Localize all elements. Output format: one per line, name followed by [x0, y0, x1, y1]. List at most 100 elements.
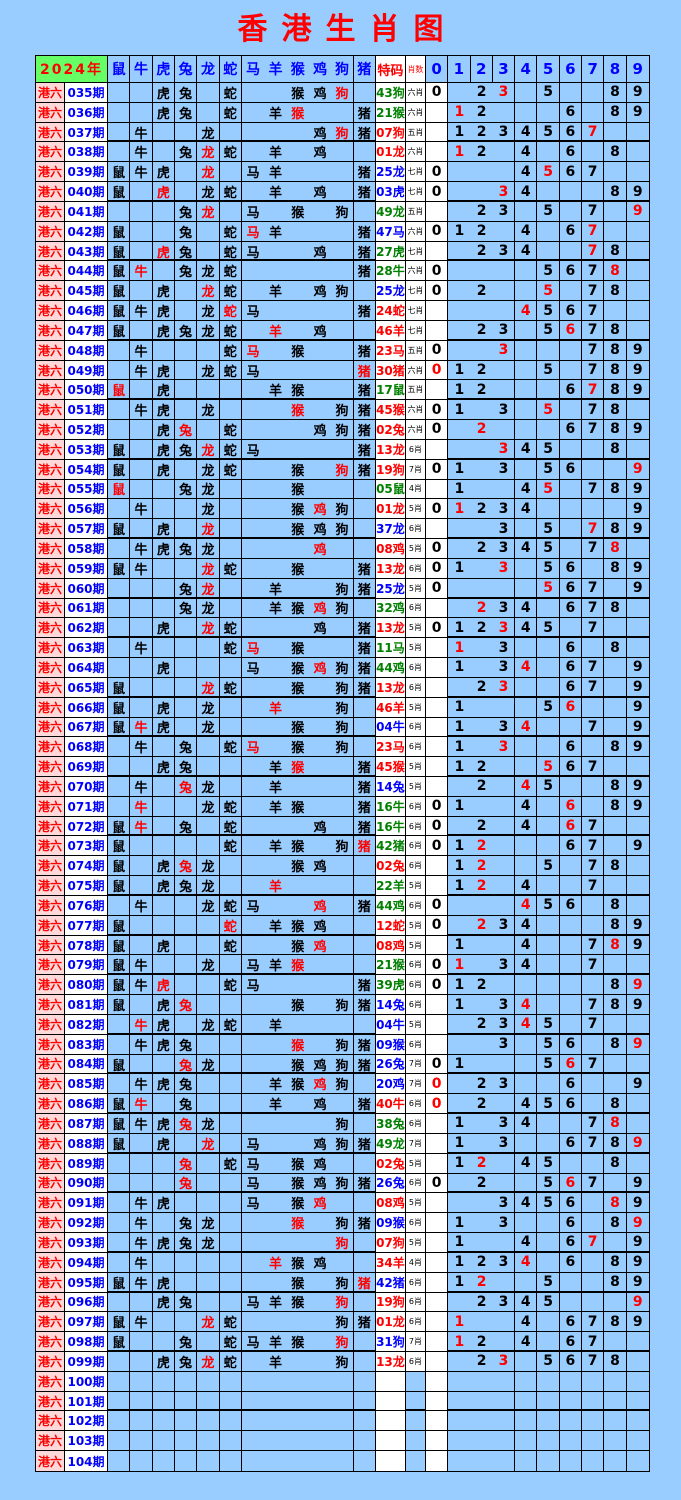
zodiac-cell-龙: [197, 995, 220, 1014]
zodiac-cell-猴: 猴: [291, 463, 305, 479]
digit-cell-8: 8: [604, 1312, 627, 1332]
digit-cell-9: 9: [632, 659, 643, 676]
zodiac-cell-牛: [130, 1054, 153, 1074]
digit-cell-7: [582, 796, 605, 816]
zodiac-count: 6肖: [405, 1094, 426, 1114]
zodiac-cell-虎: 虎: [153, 995, 175, 1014]
digit-cell-6: 6: [560, 1233, 583, 1252]
zodiac-cell-兔: 兔: [175, 201, 198, 221]
zodiac-cell-兔: [175, 281, 198, 301]
zodiac-cell-虎: 虎: [153, 658, 175, 677]
zodiac-cell-鼠: [108, 578, 131, 598]
digit-cell-9: 9: [632, 461, 643, 478]
digit-cell-4: [515, 1074, 538, 1094]
digit-cell-0: 0: [425, 816, 449, 836]
zodiac-cell-猴: [287, 1114, 309, 1133]
digit-cell-6: [560, 83, 583, 102]
zodiac-cell-猪: 猪: [354, 162, 376, 182]
digit-cell-1: 1: [454, 362, 465, 378]
digit-cell-3: [493, 221, 516, 241]
zodiac-cell-兔: 兔: [175, 995, 198, 1014]
zodiac-cell-狗: [331, 241, 354, 261]
zodiac-cell-鼠: 鼠: [108, 221, 131, 241]
digit-cell-6: 6: [560, 558, 583, 578]
digit-cell-1: 1: [454, 956, 465, 973]
zodiac-cell-蛇: 蛇: [220, 360, 242, 380]
zodiac-cell-马: [242, 1114, 264, 1133]
zodiac-cell-狗: [331, 955, 354, 975]
zodiac-cell-蛇: [220, 995, 242, 1014]
zodiac-cell-鼠: [108, 420, 131, 439]
digit-cell-0: [425, 1391, 449, 1411]
zodiac-count: 6肖: [405, 1312, 426, 1332]
zodiac-cell-鸡: [309, 440, 331, 459]
zodiac-cell-蛇: [220, 658, 242, 677]
digit-cell-8: 8: [604, 598, 627, 618]
digit-cell-1: [448, 83, 470, 102]
digit-cell-2: [471, 480, 493, 499]
zodiac-cell-猪: [354, 201, 376, 221]
digit-cell-9: [627, 638, 649, 657]
digit-cell-3: [493, 301, 516, 320]
digit-cell-4: [515, 1133, 538, 1153]
zodiac-cell-虎: 虎: [153, 1133, 175, 1153]
zodiac-cell-鸡: [309, 222, 331, 241]
zodiac-cell-牛: 牛: [130, 1252, 153, 1272]
zodiac-cell-狗: 狗: [331, 1312, 354, 1332]
digit-cell-7: [582, 697, 605, 717]
table-row: 港六 049期牛虎龙蛇马猪 30猪 六肖 0 1 2 5 7 8 9: [36, 360, 649, 381]
zodiac-cell-虎: 虎: [153, 241, 175, 261]
digit-cell-1: 1: [454, 976, 465, 993]
zodiac-cell-猴: 猴: [291, 1038, 305, 1054]
zodiac-cell-马: [242, 1233, 264, 1252]
digit-cell-7: 7: [582, 757, 605, 776]
zodiac-cell-猴: 猴: [291, 661, 305, 677]
digit-cell-3: 3: [493, 539, 516, 558]
digit-cell-1: 1: [454, 1313, 465, 1330]
zodiac-cell-牛: 牛: [130, 499, 153, 519]
zodiac-cell-鼠: [108, 1074, 131, 1094]
zodiac-cell-虎: [153, 1312, 175, 1332]
special-number: 08鸡: [375, 1193, 406, 1213]
zodiac-cell-牛: [130, 320, 153, 340]
zodiac-cell-鼠: 鼠: [108, 1094, 131, 1114]
digit-cell-3: 3: [493, 915, 516, 935]
zodiac-count: 6肖: [405, 1272, 426, 1292]
digit-cell-7: [582, 1411, 605, 1431]
digit-cell-5: [537, 955, 560, 975]
digit-cell-4: [515, 757, 538, 776]
row-prefix: 港六: [36, 439, 65, 459]
digit-cell-6: [560, 1114, 583, 1133]
zodiac-cell-牛: 牛: [130, 816, 153, 836]
row-period: 057期: [65, 519, 108, 539]
zodiac-cell-狗: [331, 1371, 354, 1391]
zodiac-cell-马: 马: [246, 1296, 260, 1312]
digit-cell-0: 0: [425, 499, 449, 519]
digit-cell-3: [493, 261, 516, 281]
zodiac-cell-羊: [264, 896, 286, 915]
special-number: 49龙: [375, 201, 406, 221]
digit-cell-5: 5: [537, 400, 560, 420]
table-row: 港六 056期牛龙猴鸡狗 01龙 5肖 0 1 2 3 4 9: [36, 499, 649, 520]
row-prefix: 港六: [36, 261, 65, 281]
zodiac-cell-兔: 兔: [175, 439, 198, 459]
digit-cell-3: 3: [493, 182, 516, 201]
zodiac-cell-猪: 猪: [354, 380, 376, 400]
zodiac-cell-鸡: [309, 361, 331, 380]
digit-cell-5: [537, 1213, 560, 1233]
digit-cell-1: [448, 162, 470, 181]
digit-cell-3: [493, 816, 516, 836]
digit-cell-5: 5: [537, 201, 560, 221]
digit-cell-0: [425, 1252, 449, 1272]
digit-cell-3: 3: [493, 201, 516, 221]
digit-cell-1: [448, 1431, 470, 1450]
digit-cell-2: 2: [476, 758, 487, 775]
special-number: 37龙: [375, 519, 406, 539]
zodiac-cell-鸡: [309, 757, 331, 776]
digit-cell-7: 7: [582, 519, 605, 539]
zodiac-cell-虎: [153, 895, 175, 915]
digit-cell-1: [448, 261, 470, 280]
zodiac-cell-鸡: [309, 1233, 331, 1252]
digit-cell-0: [425, 142, 449, 162]
digit-cell-4: [515, 697, 538, 717]
